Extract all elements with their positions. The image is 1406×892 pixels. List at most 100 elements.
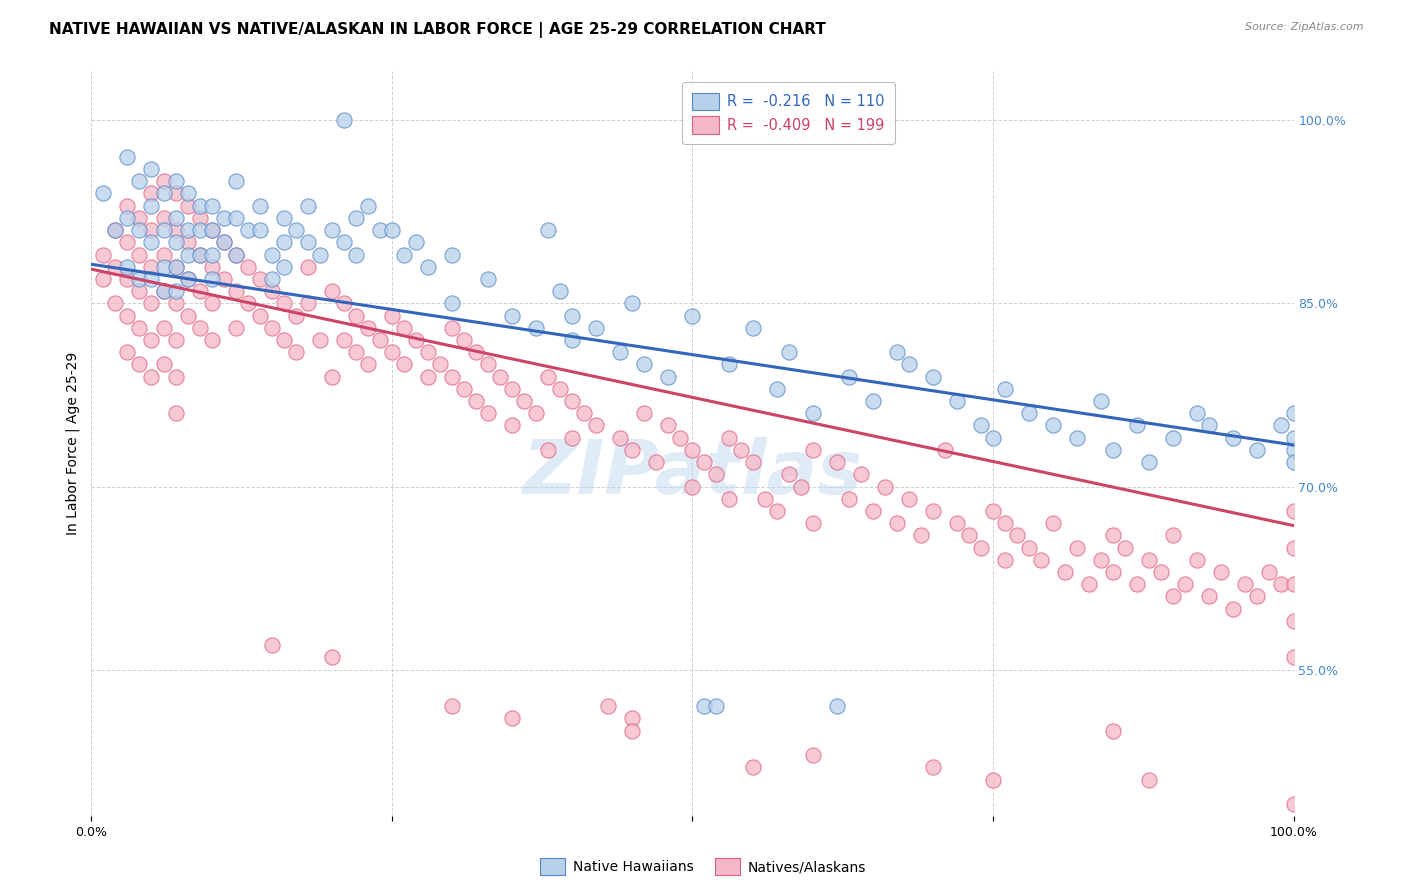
Point [405,235,427,250]
Point [1042,418,1064,433]
Point [934,442,956,457]
Point [838,491,860,506]
Point [453,382,475,396]
Point [249,199,271,213]
Point [308,333,330,347]
Point [165,369,187,384]
Text: Source: ZipAtlas.com: Source: ZipAtlas.com [1246,22,1364,32]
Point [273,211,295,225]
Point [862,394,884,409]
Point [1258,565,1281,579]
Point [453,333,475,347]
Point [548,284,571,298]
Point [201,272,224,286]
Point [574,406,596,420]
Point [344,247,367,261]
Point [477,272,499,286]
Point [128,284,150,298]
Point [381,309,404,323]
Point [1066,431,1088,445]
Point [1282,650,1305,665]
Point [1282,577,1305,591]
Point [970,541,993,555]
Point [141,260,163,274]
Point [621,442,644,457]
Point [537,369,560,384]
Point [585,320,607,334]
Point [165,284,187,298]
Point [1150,565,1173,579]
Point [609,431,631,445]
Point [501,711,523,725]
Point [741,760,763,774]
Point [1090,394,1112,409]
Point [297,260,319,274]
Point [128,320,150,334]
Point [1102,442,1125,457]
Point [1270,418,1292,433]
Point [333,296,356,310]
Point [225,247,247,261]
Point [970,418,993,433]
Point [321,650,343,665]
Point [706,699,728,714]
Point [1246,590,1268,604]
Point [201,223,224,237]
Point [513,394,536,409]
Point [128,247,150,261]
Point [717,431,740,445]
Point [273,260,295,274]
Point [104,260,127,274]
Point [825,699,848,714]
Point [141,296,163,310]
Point [524,406,547,420]
Point [117,235,139,250]
Point [201,223,224,237]
Point [260,284,283,298]
Point [128,272,150,286]
Point [1126,418,1149,433]
Point [93,247,115,261]
Point [357,358,380,372]
Point [104,296,127,310]
Point [1161,590,1184,604]
Point [801,516,824,530]
Point [537,442,560,457]
Point [165,333,187,347]
Point [1211,565,1233,579]
Point [260,247,283,261]
Point [1282,504,1305,518]
Point [284,309,307,323]
Point [176,223,198,237]
Point [176,272,198,286]
Point [477,358,499,372]
Point [1005,528,1028,542]
Point [537,223,560,237]
Point [477,406,499,420]
Point [152,284,174,298]
Point [1270,577,1292,591]
Point [1282,431,1305,445]
Point [212,235,235,250]
Point [176,309,198,323]
Point [1198,590,1220,604]
Point [910,528,932,542]
Point [1137,455,1160,469]
Point [633,406,655,420]
Point [344,345,367,359]
Point [633,358,655,372]
Point [416,369,439,384]
Point [609,345,631,359]
Point [681,442,703,457]
Point [598,699,620,714]
Point [321,223,343,237]
Point [117,150,139,164]
Point [308,247,330,261]
Point [344,211,367,225]
Point [1090,553,1112,567]
Point [321,284,343,298]
Point [440,369,463,384]
Point [176,199,198,213]
Point [236,223,259,237]
Point [141,333,163,347]
